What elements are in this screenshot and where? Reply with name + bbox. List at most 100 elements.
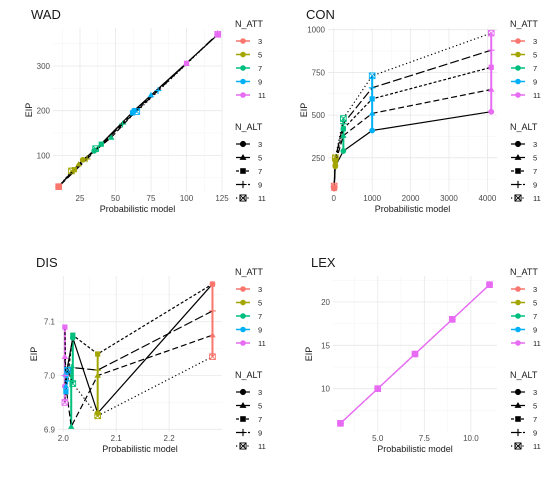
x-tick-label: 5.0 [372,434,384,443]
legend-key-point [515,313,521,319]
x-tick-label: 2.2 [164,434,176,443]
data-point [340,115,347,122]
data-point [448,316,456,323]
legend-label: 5 [533,51,537,60]
legend-key-point [240,168,246,174]
legend-label: 3 [258,140,262,149]
panel-title: WAD [31,7,61,22]
legend-label: 9 [258,326,262,335]
legend-key-point [239,442,247,450]
legend-n-att: N_ATT 3 5 7 9 11 [510,267,541,348]
legend-key-point [239,402,247,408]
data-point [95,351,101,357]
legend-key-point [514,180,522,189]
data-point [98,141,104,147]
x-tick-label: 4000 [478,194,496,203]
legend-label: 7 [533,415,537,424]
legend-n-att: N_ATT 3 5 7 9 11 [510,19,541,100]
x-tick-label: 1000 [363,194,381,203]
legend-label: 9 [533,181,537,190]
data-point [64,366,71,374]
legend-key-point [515,286,521,292]
data-point [487,46,495,54]
x-axis-label: Probabilistic model [377,444,453,454]
legend-key-point [239,154,247,160]
legend-key-point [240,340,246,346]
legend-key-point [240,326,246,333]
legend-key-point [514,388,522,396]
legend-key-point [514,140,522,148]
data-point [154,87,162,94]
data-point [94,412,101,420]
y-tick-label: 200 [37,107,51,116]
legend-label: 11 [533,442,541,451]
panel-dis: DIS 2.0 2.1 2.2 6.9 7.0 7.1 Probabilistic model… [29,255,266,454]
x-tick-label: 50 [111,194,120,203]
legend-label: 9 [258,181,262,190]
data-point [330,182,338,190]
legend-label: 11 [258,339,266,348]
x-axis-label: Probabilistic model [375,204,451,214]
data-point [369,96,375,102]
data-point [68,167,75,175]
legend-label: 9 [258,429,262,438]
legend-key-point [240,299,246,306]
data-point [62,324,68,330]
x-tick-label: 0 [332,194,337,203]
y-axis-label: EIP [299,103,309,118]
legend-key-point [239,180,247,189]
panel-lex: LEX 5.0 7.5 10.0 10 15 20 Probabilistic model EI… [304,255,541,454]
legend-label: 9 [258,78,262,87]
data-point [340,132,347,138]
data-point [340,148,347,154]
y-tick-label: 500 [312,111,326,120]
data-point [209,307,216,315]
legend-key-point [240,51,246,58]
series-line-alt-5 [333,88,492,189]
legend-label: 7 [533,312,537,321]
legend-label: 3 [258,388,262,397]
legend-label: 5 [533,402,537,411]
legend-label: 11 [258,194,266,203]
legend-label: 5 [258,154,262,163]
legend-key-point [515,78,521,85]
legend-label: 3 [533,285,537,294]
data-point [70,332,76,338]
legend-key-point [515,168,521,174]
legend-key-point [515,326,521,333]
legend-key-point [240,313,246,319]
x-tick-label: 2.0 [58,434,70,443]
data-point [488,64,494,70]
legend-label: 3 [258,285,262,294]
data-point [209,331,216,338]
series-line-alt-3 [333,111,492,189]
legend-label: 5 [533,154,537,163]
x-tick-label: 75 [147,194,156,203]
data-point [129,110,136,116]
data-point [94,366,102,374]
data-point [69,380,77,387]
legend-key-point [514,194,522,202]
data-point [368,72,376,80]
legend-key-point [240,78,246,85]
legend-title: N_ALT [510,370,538,380]
legend-label: 7 [258,167,262,176]
data-point [119,120,126,128]
legend-key-point [515,51,521,58]
legend-key-point [240,92,246,98]
legend-key-point [514,442,522,450]
panel-title: LEX [311,255,336,270]
legend-key-point [239,194,247,202]
legend-label: 5 [258,402,262,411]
legend-label: 3 [258,37,262,46]
legend-label: 11 [258,91,266,100]
legend-title: N_ATT [510,267,538,277]
panel-title: DIS [36,255,58,270]
y-tick-label: 15 [321,341,330,350]
data-point [214,30,222,38]
legend-key-point [515,340,521,346]
data-point [368,84,376,92]
y-tick-label: 250 [312,154,326,163]
data-point [487,29,495,37]
data-point [209,281,216,287]
